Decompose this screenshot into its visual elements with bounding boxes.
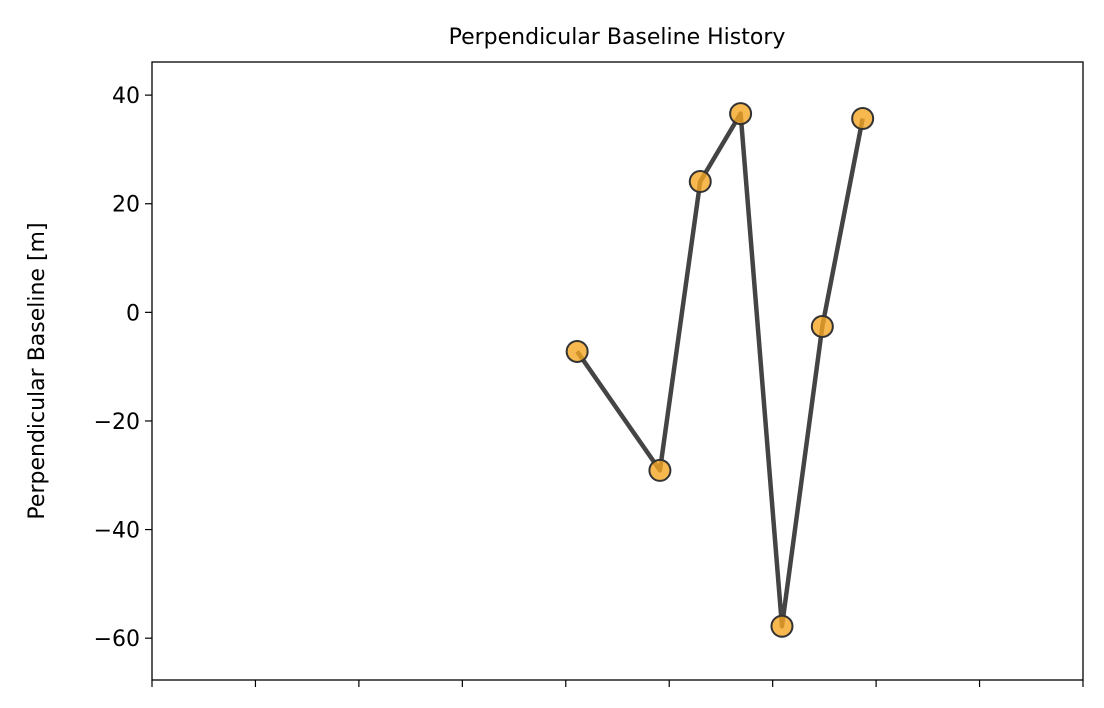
data-point [648,458,672,482]
y-tick-label: 20 [112,193,140,218]
y-tick-label: −40 [94,519,140,544]
y-tick-label: −60 [94,627,140,652]
y-tick-label: 0 [126,301,140,326]
chart-title: Perpendicular Baseline History [449,25,786,50]
series-line [575,111,865,629]
data-point [810,314,834,338]
data-point [688,169,712,193]
y-axis-label: Perpendicular Baseline [m] [25,222,50,519]
y-tick-label: −20 [94,410,140,435]
plot-frame [151,61,1084,681]
data-point [729,102,753,126]
y-tick-label: 40 [112,84,140,109]
data-point [851,106,875,130]
data-point [770,614,794,638]
data-point [565,339,589,363]
